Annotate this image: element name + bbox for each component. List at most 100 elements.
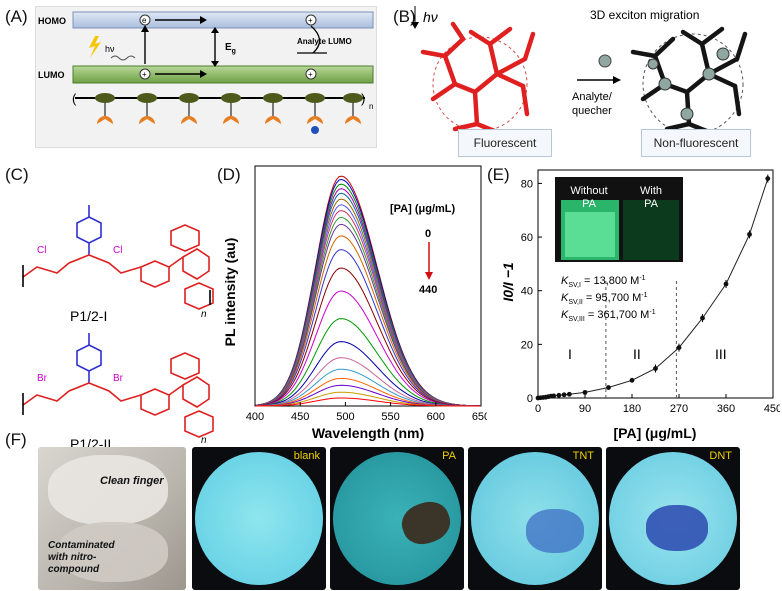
svg-text:n: n: [369, 102, 373, 111]
nonfluorescent-network: [630, 26, 748, 135]
svg-text:+: +: [142, 70, 147, 79]
photo-dnt: DNT: [606, 447, 740, 590]
region-1-label: I: [568, 346, 572, 362]
panel-label-d: (D): [217, 165, 241, 184]
data-point-16: [723, 281, 729, 287]
data-point-11: [606, 385, 611, 390]
ylabel-e: I0/I −1: [500, 262, 516, 302]
xtick-label-e-1: 90: [579, 403, 591, 415]
ylabel-d: PL intensity (au): [225, 238, 238, 347]
fluorescent-box: Fluorescent: [458, 129, 552, 157]
svg-text:n: n: [201, 435, 207, 446]
ksv-1: KSV,I = 13,800 M-1: [561, 275, 646, 289]
panel-label-a: (A): [5, 7, 28, 26]
pa-label: PA: [442, 450, 456, 462]
stern-volmer-chart: 0 90 180 270 360 450 0 20 40 60 80 Without PA Wit…: [500, 169, 780, 441]
finger-photo: Clean finger Contaminated with nitro-comp…: [38, 447, 186, 590]
xtick-label-e-2: 180: [623, 403, 641, 415]
inset-with: With: [640, 185, 662, 197]
svg-text:n: n: [201, 309, 207, 320]
data-point-15: [700, 315, 705, 321]
ytick-label-e-2: 40: [521, 286, 533, 298]
region-2-label: II: [633, 346, 641, 362]
br-label-2: Br: [113, 373, 124, 384]
xtick-label-e-4: 360: [717, 403, 735, 415]
plot-frame-d: [254, 165, 482, 407]
data-point-13: [653, 366, 658, 371]
quencher-label: quecher: [572, 105, 612, 117]
xtick-label-e-0: 0: [535, 403, 541, 415]
legend-from-d: 0: [425, 228, 431, 240]
data-point-17: [747, 231, 752, 237]
svg-text:PA: PA: [644, 198, 659, 210]
ytick-label-e-4: 80: [521, 178, 533, 190]
hv-label-b: hν: [423, 9, 438, 25]
inset-without: Without: [570, 185, 607, 197]
cl-label-1: Cl: [37, 245, 46, 256]
analyte-lumo-label: Analyte LUMO: [297, 37, 352, 46]
fluorescent-network: [420, 21, 536, 135]
pl-curve-13: [254, 290, 481, 407]
contaminated-label: Contaminated with nitro-compound: [48, 540, 115, 575]
xtick-label-e-3: 270: [670, 403, 688, 415]
ytick-label-e-0: 0: [527, 393, 533, 405]
data-point-9: [566, 391, 572, 397]
ksv-3: KSV,III = 361,700 M-1: [561, 309, 656, 323]
homo-band: [72, 11, 374, 29]
data-point-8: [561, 392, 567, 398]
xtick-label-d-1: 450: [291, 411, 309, 423]
panel-label-f: (F): [5, 430, 27, 449]
polymer-structures: Cl Cl n P1/2-I Br Br n P1/2-II: [22, 205, 214, 450]
ytick-label-e-1: 20: [521, 339, 533, 351]
pl-spectra-chart: 400 450 500 550 600 650 PL intensity (au) Wav…: [225, 165, 487, 441]
lumo-label: LUMO: [38, 70, 65, 80]
svg-text:e: e: [142, 16, 147, 25]
nonfluorescent-box: Non-fluorescent: [641, 129, 751, 157]
region-3-label: III: [715, 346, 727, 362]
analyte-label: Analyte/: [572, 91, 613, 103]
data-point-18: [765, 176, 771, 181]
legend-title-d: [PA] (μg/mL): [390, 203, 456, 215]
xtick-label-e-5: 450: [764, 403, 780, 415]
svg-text:+: +: [308, 16, 313, 25]
data-point-14: [676, 345, 682, 350]
legend-to-d: 440: [419, 284, 437, 296]
tnt-label: TNT: [572, 450, 594, 462]
svg-text:+: +: [308, 70, 313, 79]
clean-finger-label: Clean finger: [100, 475, 164, 487]
polymer-2-label: P1/2-II: [70, 436, 111, 450]
photo-tnt: TNT: [468, 447, 602, 590]
lumo-band: [72, 65, 374, 84]
panel-label-e: (E): [487, 165, 510, 184]
svg-text:): ): [361, 91, 365, 106]
exciton-diagram: hν 3D exciton migration Analyte/ quecher: [411, 6, 748, 135]
polymer-1-label: P1/2-I: [70, 308, 107, 324]
polymer-units: [95, 93, 363, 134]
blank-label: blank: [293, 450, 320, 462]
xtick-label-d-5: 650: [472, 411, 487, 423]
xtick-label-d-4: 600: [427, 411, 445, 423]
br-label-1: Br: [37, 373, 48, 384]
pl-curve-21: [255, 397, 481, 407]
xtick-label-d-2: 500: [336, 411, 354, 423]
dnt-label: DNT: [709, 450, 732, 462]
energy-diagram-svg: HOMO LUMO e + Eg Analyte LUMO + + hν () …: [38, 11, 374, 134]
data-point-10: [582, 389, 588, 395]
xtick-label-d-0: 400: [246, 411, 264, 423]
xlabel-d: Wavelength (nm): [312, 425, 424, 441]
eg-label: Eg: [225, 42, 236, 55]
svg-text:PA: PA: [582, 198, 597, 210]
ksv-2: KSV,II = 95,700 M-1: [561, 292, 648, 306]
xlabel-e: [PA] (μg/mL): [614, 425, 697, 441]
cl-label-2: Cl: [113, 245, 122, 256]
lightning-icon: [89, 36, 101, 58]
homo-label: HOMO: [38, 16, 66, 26]
xtick-label-d-3: 550: [381, 411, 399, 423]
data-point-7: [556, 392, 562, 398]
data-point-6: [551, 393, 557, 399]
panel-label-c: (C): [5, 165, 29, 184]
hv-label: hν: [105, 44, 115, 54]
svg-text:(: (: [72, 91, 77, 106]
photo-blank: blank: [192, 447, 326, 590]
photo-pa: PA: [330, 447, 464, 590]
